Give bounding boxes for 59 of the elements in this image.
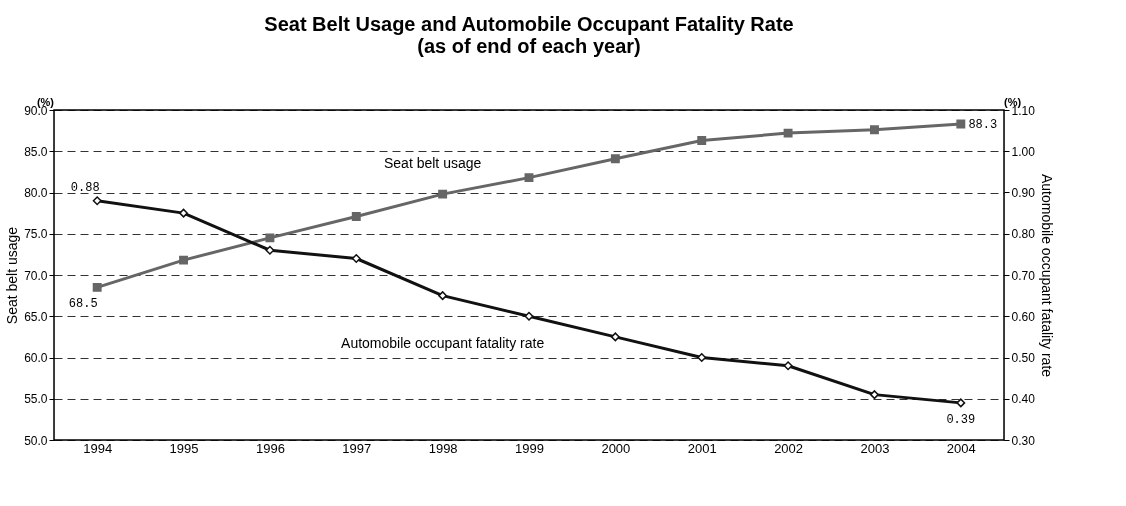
text: (as of end of each year) [417,35,641,57]
point [870,390,879,400]
y2-axis-title: Automobile occupant fatality rate [1038,173,1055,378]
point [265,233,275,243]
x-tick-label: 1994 [83,440,113,456]
point [438,189,448,199]
y-tick-label: 80.0 [24,186,48,200]
series-label: Automobile occupant fatality rate [341,334,545,351]
y2-tick-label: 0.50 [1011,351,1036,365]
data-label: 0.39 [946,412,976,427]
y2-tick-label: 0.40 [1011,392,1036,407]
point [610,332,620,342]
y2-tick-label: 0.80 [1011,227,1036,242]
y-tick-label: 70.0 [24,268,48,283]
point [179,255,188,265]
x-tick-label: 2002 [774,440,804,456]
y2-tick-label: 0.30 [1011,433,1036,448]
x-tick-label: 1999 [515,440,544,456]
data-label: 68.5 [68,297,98,312]
x-tick-label: 1995 [169,440,199,456]
x-tick-label: 2001 [687,440,717,456]
point [956,398,966,408]
point [92,196,102,206]
x-tick-label: 2000 [601,440,631,456]
x-tick-label: 1997 [342,440,372,456]
y-tick-label: 75.0 [24,227,48,242]
point [697,353,707,362]
x-tick-label: 1998 [428,440,458,456]
y-tick-label: 85.0 [24,144,48,159]
data-label: 88.3 [968,118,998,133]
x-tick-label: 2004 [946,440,976,456]
y2-tick-label: 1.00 [1011,144,1036,159]
y2-tick-label: 0.60 [1011,309,1036,324]
point [783,128,793,138]
x-tick-label: 2003 [860,440,890,456]
y-tick-label: 50.0 [24,433,48,448]
point [265,245,275,255]
x-tick-label: 1996 [255,440,285,456]
y2-tick-label: 0.70 [1011,268,1036,283]
point [438,291,448,301]
point [870,125,879,135]
point [783,361,793,371]
y-tick-label: 55.0 [24,392,48,407]
point [956,119,966,129]
y-tick-label: 60.0 [24,351,48,365]
point [179,208,188,218]
point [92,282,102,292]
y-axis-title: Seat belt usage [4,226,21,325]
point [351,211,361,221]
point [697,136,707,145]
point [351,254,361,263]
point [524,173,534,183]
y-tick-label: 65.0 [24,309,48,324]
y2-tick-label: 0.90 [1011,186,1036,200]
data-label: 0.88 [70,180,100,195]
series-label: Seat belt usage [383,155,482,172]
point [610,154,620,164]
text: Seat Belt Usage and Automobile Occupant Fatality Rate [264,13,794,35]
point [524,311,534,321]
